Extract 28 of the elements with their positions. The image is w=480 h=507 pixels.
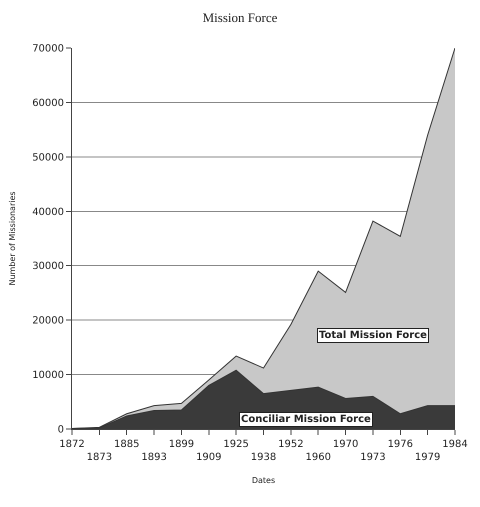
x-axis-title: Dates [252, 476, 276, 486]
x-tick-label: 1938 [250, 452, 276, 463]
y-tick-label: 60000 [32, 98, 64, 109]
y-tick-label: 40000 [32, 206, 64, 218]
x-tick-label: 1899 [168, 439, 194, 450]
y-tick-label: 30000 [32, 261, 64, 272]
y-tick-label: 50000 [32, 152, 64, 164]
x-tick-label: 1885 [114, 439, 140, 450]
x-tick-label: 1873 [86, 452, 112, 463]
x-tick-label: 1960 [305, 452, 331, 463]
x-tick-label: 1979 [414, 452, 440, 463]
x-tick-label: 1872 [59, 439, 85, 450]
y-tick-label: 20000 [32, 316, 64, 327]
x-tick-label: 1925 [223, 439, 249, 450]
y-axis-title: Number of Missionaries [8, 191, 17, 286]
y-tick-label: 70000 [32, 44, 64, 54]
x-tick-label: 1952 [278, 439, 304, 450]
series-label: Conciliar Mission Force [241, 414, 372, 425]
x-tick-label: 1970 [332, 439, 358, 450]
x-tick-label: 1976 [388, 439, 414, 450]
x-tick-label: 1909 [196, 452, 222, 463]
x-tick-label: 1973 [360, 452, 386, 463]
x-tick-label: 1893 [141, 452, 167, 463]
x-tick-label: 1984 [442, 439, 468, 450]
series-label: Total Mission Force [319, 330, 428, 341]
chart-title: Mission Force [202, 10, 278, 25]
y-tick-label: 0 [58, 424, 64, 436]
y-tick-label: 10000 [32, 370, 64, 382]
